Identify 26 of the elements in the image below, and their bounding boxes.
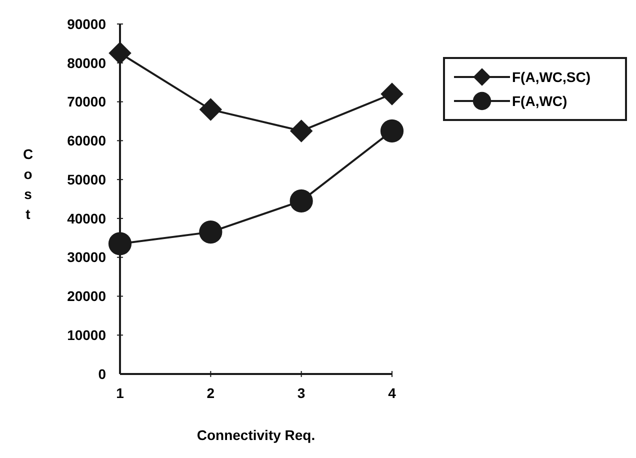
y-tick-label: 80000	[67, 54, 106, 71]
y-tick-label: 90000	[67, 16, 106, 32]
x-tick-label: 4	[388, 385, 396, 401]
legend-label: F(A,WC)	[512, 92, 568, 109]
x-axis-title: Connectivity Req.	[196, 427, 316, 443]
point	[108, 232, 132, 256]
point	[290, 189, 313, 212]
x-tick-label: 3	[297, 385, 306, 401]
y-tick-label: 30000	[67, 249, 106, 266]
y-tick-label: 60000	[67, 132, 106, 149]
x-tick-label: 1	[116, 385, 124, 401]
point	[199, 220, 222, 244]
y-tick-label: 70000	[67, 94, 106, 110]
point	[290, 120, 313, 142]
point	[380, 119, 404, 142]
y-tick-label: 50000	[67, 171, 106, 188]
y-tick-label: 0	[98, 366, 106, 382]
y-tick-label: 40000	[67, 210, 106, 226]
point	[380, 82, 404, 106]
y-tick-label: 20000	[67, 288, 106, 304]
point	[199, 98, 222, 121]
legend-label: F(A,WC,SC)	[512, 68, 591, 85]
y-tick-label: 10000	[67, 327, 106, 344]
point	[108, 42, 132, 65]
y-axis-title: Cost	[22, 146, 34, 222]
x-tick-label: 2	[206, 385, 215, 401]
